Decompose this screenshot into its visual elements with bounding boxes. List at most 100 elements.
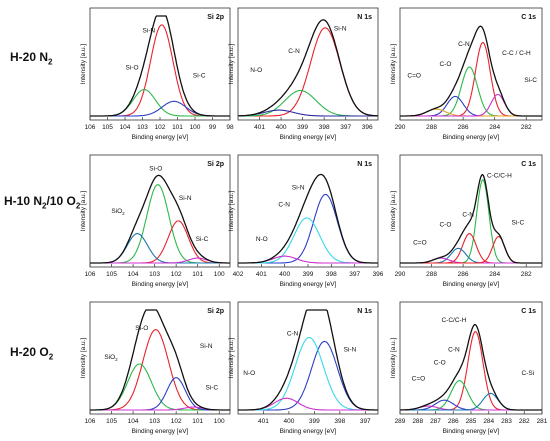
panel-title: N 1s [357, 161, 372, 168]
panel-title: Si 2p [207, 308, 224, 315]
peak-label: C-N [287, 331, 299, 338]
x-tick-label: 400 [279, 271, 290, 278]
peak-label: Si-N [344, 346, 357, 353]
peak-label: Si-C [205, 384, 218, 391]
panel-n-1s-row0: N 1s 401 400 399 398 397 396 Binding energy [eV… [228, 7, 379, 141]
plot-frame [399, 154, 543, 268]
x-tick-label: 102 [171, 271, 182, 278]
plot-frame [89, 7, 231, 121]
series-line-si-o [90, 184, 230, 264]
row-label-sub: 2 [48, 352, 54, 362]
x-tick-label: 290 [395, 124, 406, 131]
x-axis-label: Binding energy [eV] [280, 428, 337, 435]
x-tick-label: 99 [209, 124, 217, 131]
x-tick-label: 105 [102, 124, 113, 131]
x-tick-label: 102 [171, 418, 182, 425]
series-line-si-o [90, 329, 230, 411]
x-tick-label: 401 [258, 418, 269, 425]
x-tick-label: 396 [362, 124, 373, 131]
y-axis-label: Intensity [a.u.] [228, 44, 235, 85]
peak-label: C-C/C-H [487, 172, 512, 179]
x-tick-label: 398 [319, 124, 330, 131]
panel-title: Si 2p [207, 161, 224, 168]
series-line-si-n [90, 377, 230, 411]
x-axis-label: Binding energy [eV] [280, 281, 337, 288]
x-tick-label: 102 [155, 124, 166, 131]
x-tick-label: 282 [519, 418, 530, 425]
series-line-c-n [400, 66, 542, 117]
y-axis-label: Intensity [a.u.] [228, 338, 235, 379]
peak-label: Si-N [142, 28, 155, 35]
x-tick-label: 281 [537, 418, 548, 425]
x-tick-label: 398 [334, 418, 345, 425]
series-line-si-n [90, 220, 230, 264]
x-tick-label: 397 [349, 271, 360, 278]
panel-si-2p-row0: Si 2p 106 105 104 103 102 101 100 99 98 Binding en… [80, 7, 234, 141]
x-tick-label: 106 [85, 271, 96, 278]
peak-label: C=O [413, 240, 427, 247]
x-axis-label: Binding energy [eV] [132, 281, 189, 288]
x-tick-label: 282 [521, 124, 532, 131]
peak-label: Si-O [149, 166, 162, 173]
x-tick-label: 286 [458, 271, 469, 278]
row-label-h10n2-10o2: H-10 N2/10 O2 [4, 194, 84, 210]
peak-label: C-N [288, 48, 300, 55]
panel-si-2p-row2: Si 2p 106 105 104 103 102 101 100 Binding energy… [80, 301, 231, 435]
row-label-rest: /10 O [46, 194, 76, 208]
panel-c-1s-row2: C 1s 289 288 287 286 285 284 283 282 281 Binding e… [390, 301, 548, 435]
series-line-c-n [400, 380, 542, 411]
x-tick-label: 101 [192, 418, 203, 425]
panel-c-1s-row0: C 1s 290 288 286 284 282 Binding energy [eV] In… [390, 7, 543, 141]
peak-label: N-O [256, 236, 268, 243]
envelope-line [238, 173, 378, 264]
row-label-sub2: 2 [75, 201, 81, 211]
peak-label-sub: 2 [122, 211, 125, 216]
plot-frame [237, 154, 379, 268]
peak-label: C-O [439, 61, 451, 68]
peak-label: N-O [250, 67, 262, 74]
series-line-sio [90, 233, 230, 264]
panel-title: Si 2p [207, 14, 224, 21]
x-tick-label: 106 [85, 124, 96, 131]
peak-label: Si-N [292, 185, 305, 192]
x-axis-label: Binding energy [eV] [132, 428, 189, 435]
panel-title: C 1s [521, 161, 536, 168]
envelope-line [90, 15, 230, 117]
peak-label: C-N [278, 202, 290, 209]
x-axis-label: Binding energy [eV] [443, 134, 500, 141]
plot-frame [237, 7, 379, 121]
peak-label: Si-C [193, 72, 206, 79]
envelope-line [90, 174, 230, 264]
peak-label: Si-C [524, 77, 537, 84]
peak-label: Si-N [334, 25, 347, 32]
x-tick-label: 286 [458, 124, 469, 131]
plot-frame [399, 7, 543, 121]
row-label-text: H-20 N [10, 50, 49, 64]
series-line-si-n [238, 193, 378, 264]
x-tick-label: 402 [233, 271, 244, 278]
x-tick-label: 401 [254, 124, 265, 131]
x-tick-label: 286 [448, 418, 459, 425]
peak-label-sub: 2 [115, 357, 118, 362]
x-axis-label: Binding energy [eV] [443, 281, 500, 288]
peak-label: C-C/C-H [441, 317, 466, 324]
peak-label: C-Si [521, 370, 534, 377]
y-axis-label: Intensity [a.u.] [228, 191, 235, 232]
x-tick-label: 290 [395, 271, 406, 278]
peak-label: SiO2 [111, 208, 125, 216]
x-tick-label: 105 [106, 418, 117, 425]
x-tick-label: 284 [489, 124, 500, 131]
x-tick-label: 106 [85, 418, 96, 425]
peak-label: Si-N [179, 195, 192, 202]
series-line-si-n [238, 340, 378, 411]
x-tick-label: 289 [395, 418, 406, 425]
series-line-c-n [400, 233, 542, 264]
y-axis-label: Intensity [a.u.] [80, 338, 87, 379]
panel-title: C 1s [521, 308, 536, 315]
x-tick-label: 105 [106, 271, 117, 278]
x-tick-label: 288 [426, 271, 437, 278]
x-tick-label: 283 [501, 418, 512, 425]
x-tick-label: 104 [128, 271, 139, 278]
x-tick-label: 397 [340, 124, 351, 131]
row-label-h20n2: H-20 N2 [10, 50, 80, 66]
